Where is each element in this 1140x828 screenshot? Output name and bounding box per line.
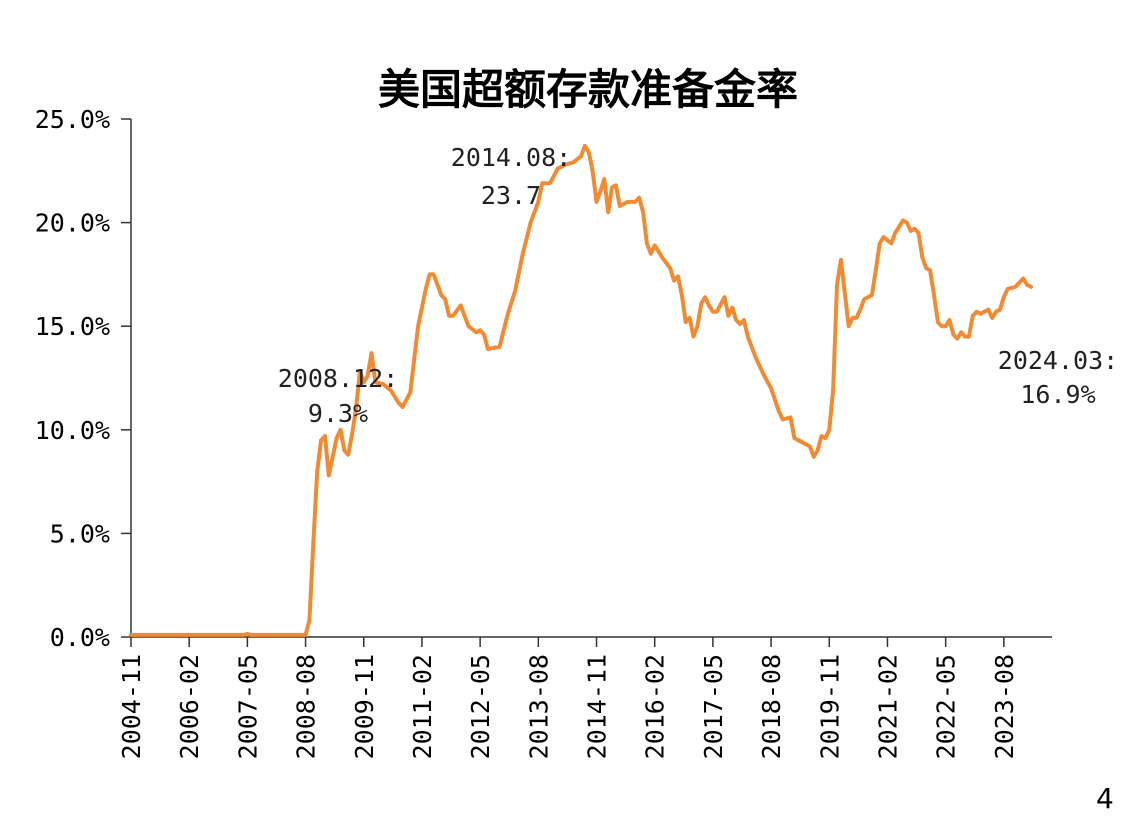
x-tick-label: 2017-05	[699, 654, 728, 759]
x-tick-label: 2012-05	[466, 654, 495, 759]
series-line	[129, 143, 1033, 637]
x-tick-label: 2011-02	[408, 654, 437, 759]
x-axis-ticks: 2004-11 2006-02 2007-05 2008-08 2009-11 2011-…	[117, 637, 1019, 759]
annotation-label: 9.3%	[308, 399, 368, 428]
chart-title: 美国超额存款准备金率	[378, 65, 798, 114]
x-tick-label: 2009-11	[350, 654, 379, 759]
annotation-label: 2008.12:	[278, 364, 398, 393]
x-tick-label: 2004-11	[117, 654, 146, 759]
x-tick-label: 2016-02	[641, 654, 670, 759]
x-tick-label: 2023-08	[990, 654, 1019, 759]
x-tick-label: 2022-05	[932, 654, 961, 759]
x-tick-label: 2019-11	[815, 654, 844, 759]
annotation-label: 2014.08:	[451, 143, 571, 172]
x-tick-label: 2014-11	[583, 654, 612, 759]
annotation-label: 2024.03:	[998, 346, 1118, 375]
annotations: 2008.12: 9.3% 2014.08: 23.7 2024.03: 16.9%	[278, 143, 1118, 428]
y-tick-label: 10.0%	[35, 416, 110, 445]
y-tick-label: 0.0%	[50, 623, 110, 652]
x-tick-label: 2021-02	[873, 654, 902, 759]
x-tick-label: 2007-05	[233, 654, 262, 759]
axes	[130, 119, 1052, 638]
y-tick-label: 20.0%	[35, 209, 110, 238]
annotation-label: 16.9%	[1020, 380, 1095, 409]
x-tick-label: 2008-08	[292, 654, 321, 759]
x-tick-label: 2006-02	[175, 654, 204, 759]
y-axis-ticks: 0.0% 5.0% 10.0% 15.0% 20.0% 25.0%	[35, 105, 131, 652]
x-tick-label: 2013-08	[524, 654, 553, 759]
page-number: 4	[1096, 782, 1114, 815]
y-tick-label: 25.0%	[35, 105, 110, 134]
y-tick-label: 5.0%	[50, 519, 110, 548]
annotation-label: 23.7	[481, 181, 541, 210]
y-tick-label: 15.0%	[35, 312, 110, 341]
x-tick-label: 2018-08	[757, 654, 786, 759]
